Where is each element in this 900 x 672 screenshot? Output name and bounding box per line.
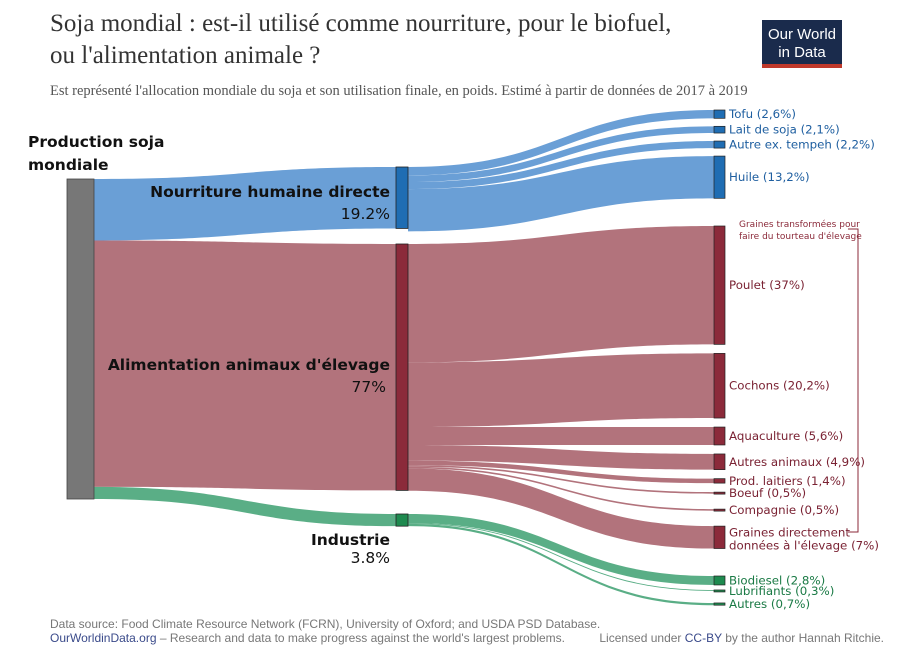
target-label-prod-laitiers: Prod. laitiers (1,4%): [729, 474, 846, 488]
owid-logo-background: [762, 20, 842, 64]
sankey-labels: Production soja mondiale Nourriture humain…: [28, 107, 879, 611]
footer-site-link[interactable]: OurWorldinData.org: [50, 631, 157, 645]
node-prod-laitiers: [713, 478, 726, 484]
category-pct-feed: 77%: [352, 378, 386, 396]
node-feed: [395, 243, 409, 491]
footer-tagline: – Research and data to make progress aga…: [157, 631, 566, 645]
target-label-autres: Autres (0,7%): [729, 597, 810, 611]
flow-food-to-lait-de-soja: [408, 126, 714, 183]
category-label-industry: Industrie: [311, 531, 390, 549]
node-autres-animaux: [713, 453, 726, 470]
owid-logo[interactable]: Our World in Data: [762, 20, 842, 68]
target-label-boeuf: Boeuf (0,5%): [729, 486, 806, 500]
node-poulet: [713, 225, 726, 345]
chart-subtitle: Est représenté l'allocation mondiale du …: [50, 83, 748, 99]
bracket-note-line2: faire du tourteau d'élevage: [739, 231, 862, 242]
node-autre-ex-tempeh: [713, 140, 726, 149]
flow-source-to-feed: [94, 240, 396, 491]
flow-feed-to-compagnie: [408, 466, 714, 511]
target-label-cochons: Cochons (20,2%): [729, 379, 830, 393]
footer-license-suffix: by the author Hannah Ritchie.: [722, 631, 884, 645]
flow-feed-to-aquaculture: [408, 427, 714, 445]
node-huile: [713, 155, 726, 199]
target-label-poulet: Poulet (37%): [729, 278, 805, 292]
category-pct-food: 19.2%: [341, 205, 390, 223]
node-lait-de-soja: [713, 125, 726, 134]
target-label-biodiesel: Biodiesel (2,8%): [729, 573, 825, 587]
flow-feed-to-autres-animaux: [408, 444, 714, 470]
target-label-autres-animaux: Autres animaux (4,9%): [729, 455, 865, 469]
target-label-huile: Huile (13,2%): [729, 170, 810, 184]
flow-feed-to-cochons: [408, 353, 714, 428]
target-label-graines-directement-line1: Graines directement: [729, 525, 850, 539]
flow-feed-to-boeuf: [408, 465, 714, 494]
flow-source-to-food: [94, 167, 396, 241]
flow-food-to-tofu: [408, 110, 714, 176]
chart-title-line1: Soja mondial : est-il utilisé comme nour…: [50, 10, 671, 37]
footer-source: Data source: Food Climate Resource Netwo…: [50, 617, 600, 631]
bracket-note-line1: Graines transformées pour: [739, 219, 860, 230]
flow-food-to-autre-ex-tempeh: [408, 141, 714, 190]
footer-license-prefix: Licensed under: [599, 631, 684, 645]
source-label-line2: mondiale: [28, 156, 109, 174]
source-label-line1: Production soja: [28, 133, 164, 151]
target-label-tofu: Tofu (2,6%): [728, 107, 796, 121]
node-industry: [395, 513, 409, 527]
node-tofu: [713, 109, 726, 119]
owid-logo-line1: Our World: [768, 26, 836, 43]
category-pct-industry: 3.8%: [351, 549, 390, 567]
flow-feed-to-graines-directement: [408, 468, 714, 549]
node-cochons: [713, 353, 726, 419]
node-aquaculture: [713, 426, 726, 446]
owid-logo-line2: in Data: [778, 44, 826, 61]
target-label-autre-ex-tempeh: Autre ex. tempeh (2,2%): [729, 138, 875, 152]
node-graines-directement: [713, 525, 726, 549]
category-label-food: Nourriture humaine directe: [150, 183, 390, 201]
node-biodiesel: [713, 575, 726, 586]
chart-title-line2: ou l'alimentation animale ?: [50, 42, 320, 69]
sankey-flows: [94, 110, 714, 606]
target-label-lubrifiants: Lubrifiants (0,3%): [729, 584, 834, 598]
footer-license: Licensed under CC-BY by the author Hanna…: [599, 631, 884, 645]
flow-industry-to-autres: [408, 523, 714, 606]
flow-source-to-industry: [94, 486, 396, 527]
sankey-nodes: [66, 109, 726, 606]
node-boeuf: [713, 491, 726, 495]
flow-industry-to-biodiesel: [408, 514, 714, 585]
footer-line2: OurWorldinData.org – Research and data t…: [50, 631, 565, 645]
owid-logo-accent-bar: [762, 64, 842, 68]
node-lubrifiants: [713, 589, 726, 593]
flow-feed-to-prod-laitiers: [408, 460, 714, 484]
footer-license-link[interactable]: CC-BY: [685, 631, 722, 645]
flow-food-to-huile: [408, 156, 714, 232]
target-label-aquaculture: Aquaculture (5,6%): [729, 429, 843, 443]
flow-feed-to-poulet: [408, 226, 714, 363]
processed-meal-bracket: [848, 228, 859, 533]
target-label-graines-directement-line2: données à l'élevage (7%): [729, 538, 879, 552]
flow-industry-to-lubrifiants: [408, 522, 714, 591]
node-autres: [713, 602, 726, 606]
target-label-lait-de-soja: Lait de soja (2,1%): [729, 123, 840, 137]
node-source: [66, 178, 95, 500]
target-label-compagnie: Compagnie (0,5%): [729, 503, 839, 517]
node-compagnie: [713, 508, 726, 512]
category-label-feed: Alimentation animaux d'élevage: [108, 356, 390, 374]
node-food: [395, 166, 409, 229]
